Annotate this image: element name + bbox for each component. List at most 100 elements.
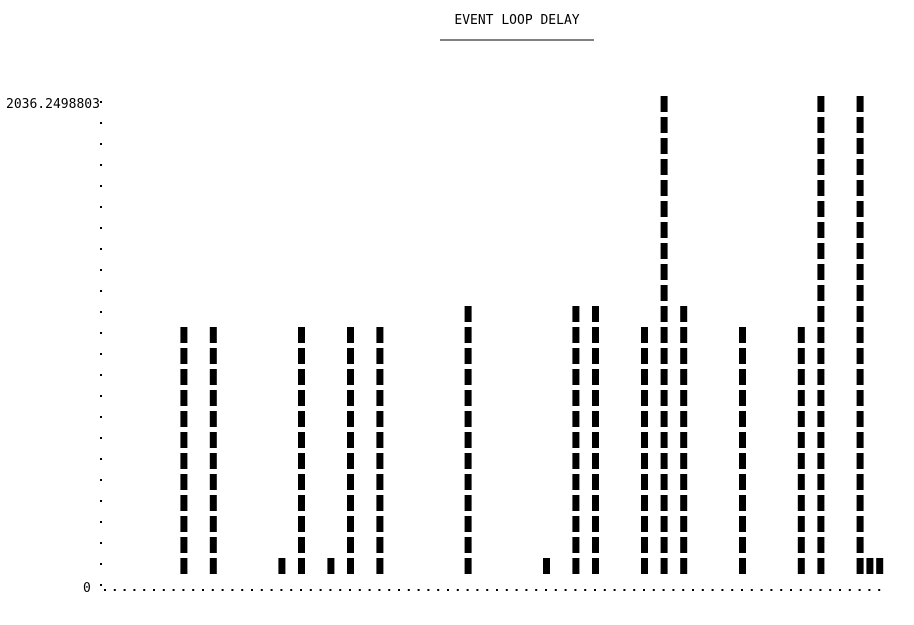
bar-segment xyxy=(817,390,825,406)
bar-segment xyxy=(797,558,805,574)
bar-segment xyxy=(817,285,825,301)
bar-segment xyxy=(680,411,688,427)
bar-segment xyxy=(856,516,864,532)
bar xyxy=(278,558,286,574)
bar-segment xyxy=(817,453,825,469)
x-axis xyxy=(104,589,881,591)
bar-segment xyxy=(817,348,825,364)
bar-segment xyxy=(866,558,874,574)
bar-segment xyxy=(856,117,864,133)
x-axis-dot xyxy=(731,589,734,591)
bar-segment xyxy=(347,516,354,532)
bar-segment xyxy=(572,558,580,574)
bar-segment xyxy=(543,558,550,574)
bar-segment xyxy=(464,306,472,322)
bar-segment xyxy=(856,474,864,490)
bar-segment xyxy=(641,432,648,448)
bar xyxy=(856,96,864,574)
bar-segment xyxy=(680,453,688,469)
y-axis-dot xyxy=(100,458,102,460)
bar-segment xyxy=(660,159,668,175)
bar-segment xyxy=(856,348,864,364)
x-axis-dot xyxy=(613,589,616,591)
bar-segment xyxy=(817,432,825,448)
bar-segment xyxy=(180,390,188,406)
bar-segment xyxy=(347,432,354,448)
bar-segment xyxy=(209,348,217,364)
x-axis-dot xyxy=(221,589,224,591)
bar-segment xyxy=(592,411,599,427)
x-axis-dot xyxy=(809,589,812,591)
x-axis-dot xyxy=(456,589,459,591)
y-axis-dot xyxy=(100,101,102,103)
bar-segment xyxy=(209,390,217,406)
x-axis-dot xyxy=(672,589,675,591)
bar-segment xyxy=(641,411,648,427)
bar-segment xyxy=(797,537,805,553)
bar-segment xyxy=(376,453,384,469)
bar-segment xyxy=(209,411,217,427)
bar-segment xyxy=(797,348,805,364)
bar-segment xyxy=(298,369,305,385)
bar-segment xyxy=(592,495,599,511)
bar-segment xyxy=(180,369,188,385)
x-axis-dot xyxy=(339,589,342,591)
bar xyxy=(680,306,688,574)
bar-segment xyxy=(856,285,864,301)
bar-segment xyxy=(817,264,825,280)
bar-segment xyxy=(680,495,688,511)
bar-segment xyxy=(209,327,217,343)
bar-segment xyxy=(856,432,864,448)
bar-segment xyxy=(641,558,648,574)
x-axis-dot xyxy=(172,589,175,591)
x-axis-dot xyxy=(505,589,508,591)
x-axis-dot xyxy=(290,589,293,591)
bar-segment xyxy=(376,474,384,490)
bar-segment xyxy=(347,474,354,490)
bar-segment xyxy=(856,537,864,553)
bar-segment xyxy=(680,474,688,490)
bar-segment xyxy=(347,558,354,574)
bar-segment xyxy=(660,474,668,490)
bar-segment xyxy=(592,348,599,364)
bar-segment xyxy=(572,306,580,322)
x-axis-dot xyxy=(358,589,361,591)
bar-segment xyxy=(660,117,668,133)
bar-segment xyxy=(660,138,668,154)
y-axis-dot xyxy=(100,143,102,145)
bar-segment xyxy=(592,369,599,385)
bar-segment xyxy=(376,495,384,511)
bar-segment xyxy=(572,390,580,406)
bar-segment xyxy=(278,558,286,574)
x-axis-dot xyxy=(368,589,371,591)
bar xyxy=(817,96,825,574)
bar-segment xyxy=(464,327,472,343)
bar-segment xyxy=(209,537,217,553)
bar-segment xyxy=(298,432,305,448)
x-axis-dot xyxy=(113,589,116,591)
bar-segment xyxy=(817,180,825,196)
bar-segment xyxy=(797,495,805,511)
bar-segment xyxy=(641,453,648,469)
chart-title: EVENT LOOP DELAY xyxy=(454,13,579,28)
bar-segment xyxy=(817,537,825,553)
bar-segment xyxy=(641,516,648,532)
bar-segment xyxy=(660,537,668,553)
bar-segment xyxy=(660,180,668,196)
bar-segment xyxy=(572,453,580,469)
x-axis-dot xyxy=(584,589,587,591)
bar-segment xyxy=(572,516,580,532)
x-axis-dot xyxy=(123,589,126,591)
bar-segment xyxy=(739,495,746,511)
bar-segment xyxy=(592,432,599,448)
bar-segment xyxy=(797,453,805,469)
bar-segment xyxy=(817,222,825,238)
x-axis-dot xyxy=(349,589,351,591)
bar-segment xyxy=(592,327,599,343)
bar-segment xyxy=(817,201,825,217)
bar-segment xyxy=(347,537,354,553)
x-axis-dot xyxy=(309,589,312,591)
bar-segment xyxy=(209,516,217,532)
y-axis-min-label: 0 xyxy=(83,581,91,596)
x-axis-dot xyxy=(162,589,165,591)
